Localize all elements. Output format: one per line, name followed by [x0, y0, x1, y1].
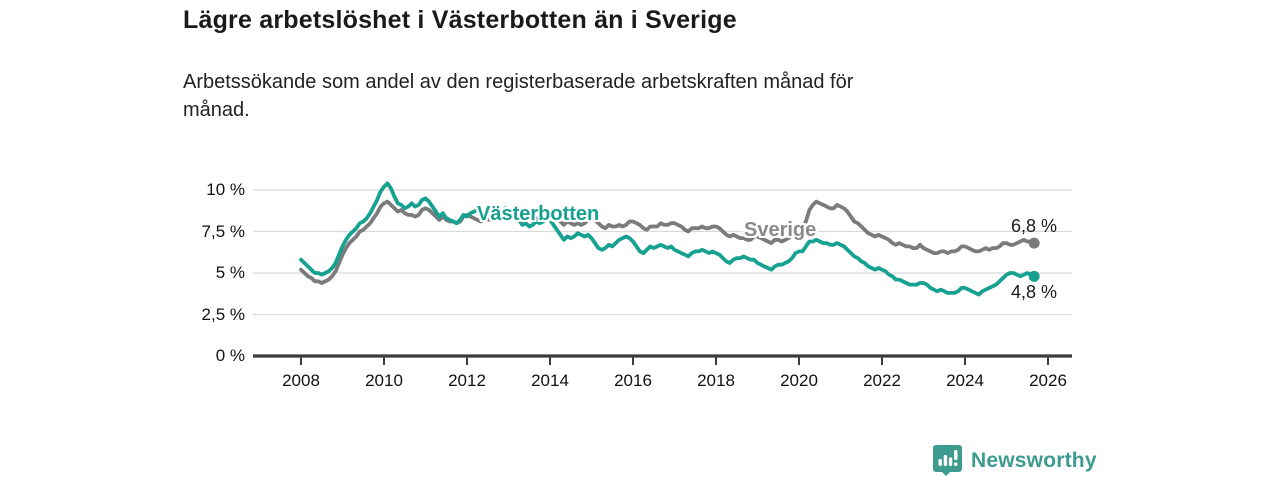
y-tick-label: 0 %	[215, 346, 245, 365]
y-tick-label: 2,5 %	[201, 304, 245, 324]
series-end-dot-västerbotten	[1028, 270, 1040, 282]
end-value-vasterbotten: 4,8 %	[1011, 282, 1058, 302]
series-label-vasterbotten: Västerbotten	[477, 203, 600, 225]
y-tick-label: 10 %	[206, 180, 245, 199]
x-tick-label: 2010	[365, 371, 403, 390]
x-tick-label: 2012	[448, 371, 486, 390]
x-tick-label: 2008	[282, 371, 320, 390]
series-end-dot-sverige	[1028, 237, 1040, 249]
page-title: Lägre arbetslöshet i Västerbotten än i S…	[183, 6, 737, 34]
x-tick-label: 2018	[697, 371, 735, 390]
y-tick-label: 5 %	[215, 263, 245, 282]
y-tick-label: 7,5 %	[201, 221, 245, 241]
x-tick-label: 2020	[780, 371, 818, 390]
x-tick-label: 2022	[863, 371, 901, 390]
x-tick-label: 2014	[531, 371, 569, 390]
series-label-sverige: Sverige	[744, 219, 817, 241]
x-tick-label: 2024	[946, 371, 984, 390]
newsworthy-wordmark: Newsworthy	[971, 448, 1097, 472]
newsworthy-chart-bubble-icon	[933, 445, 962, 476]
end-value-sverige: 6,8 %	[1011, 216, 1058, 236]
series-line-västerbotten	[299, 181, 1037, 297]
x-tick-label: 2026	[1029, 371, 1067, 390]
x-tick-label: 2016	[614, 371, 652, 390]
newsworthy-logo[interactable]: Newsworthy	[933, 445, 1097, 476]
chart-subtitle: Arbetssökande som andel av den registerb…	[183, 71, 854, 121]
series-line-sverige	[299, 199, 1037, 285]
